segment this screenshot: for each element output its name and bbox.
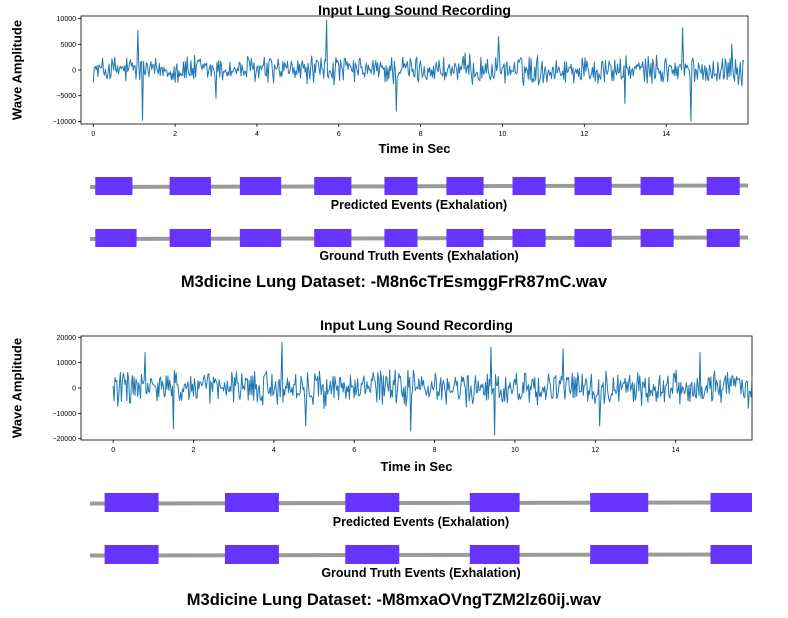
ground-truth-event-bar: [590, 545, 649, 564]
y-tick-label: 10000: [57, 360, 77, 367]
predicted-event-bar: [706, 177, 740, 195]
y-tick-label: −10000: [52, 411, 76, 418]
panel-2: Input Lung Sound Recording 0 2 4 6 8 10 12 14 −20…: [9, 317, 753, 609]
predicted-event-bar: [446, 177, 484, 195]
y-tick-label: −20000: [52, 436, 76, 443]
ground-truth-event-bar: [446, 229, 484, 247]
ground-truth-event-bar: [512, 229, 546, 247]
x-axis-label: Time in Sec: [380, 459, 452, 474]
y-tick-label: 20000: [57, 335, 77, 342]
waveform-line: [92, 19, 745, 122]
x-tick-label: 8: [433, 447, 437, 454]
ground-truth-label: Ground Truth Events (Exhalation): [321, 566, 520, 580]
plot-title: Input Lung Sound Recording: [318, 2, 511, 18]
ground-truth-event-bar: [95, 229, 137, 247]
x-tick-label: 4: [255, 131, 259, 138]
ground-truth-event-bar: [169, 229, 211, 247]
predicted-event-bar: [469, 493, 520, 512]
y-axis-label: Wave Amplitude: [9, 338, 24, 438]
ground-truth-event-bar: [345, 545, 400, 564]
x-tick-label: 2: [173, 131, 177, 138]
y-tick-label: 5000: [60, 42, 76, 49]
ground-truth-event-bar: [224, 545, 279, 564]
x-tick-label: 2: [192, 447, 196, 454]
x-tick-label: 4: [272, 447, 276, 454]
ground-truth-event-bar: [239, 229, 282, 247]
dataset-caption: M3dicine Lung Dataset: -M8mxaOVngTZM2lz6…: [187, 591, 602, 609]
plot-title: Input Lung Sound Recording: [320, 317, 513, 333]
predicted-event-bar: [512, 177, 546, 195]
x-tick-label: 6: [352, 447, 356, 454]
predicted-event-bar: [169, 177, 211, 195]
predicted-event-bar: [384, 177, 418, 195]
ground-truth-event-bar: [706, 229, 740, 247]
x-tick-label: 14: [662, 131, 670, 138]
ground-truth-event-bar: [104, 545, 159, 564]
ground-truth-event-bar: [469, 545, 520, 564]
ground-truth-event-bar: [640, 229, 674, 247]
predicted-track: [89, 500, 753, 506]
y-tick-label: 0: [72, 386, 76, 393]
x-tick-label: 12: [591, 447, 599, 454]
y-tick-label: −10000: [52, 119, 76, 126]
waveform-line: [112, 341, 753, 436]
y-tick-label: 10000: [57, 16, 77, 23]
y-axis-label: Wave Amplitude: [9, 20, 24, 120]
predicted-event-bar: [574, 177, 612, 195]
y-tick-label: 0: [72, 68, 76, 75]
y-tick-label: −5000: [56, 93, 76, 100]
predicted-label: Predicted Events (Exhalation): [331, 198, 507, 212]
ground-truth-event-bar: [314, 229, 352, 247]
x-tick-label: 12: [580, 131, 588, 138]
predicted-label: Predicted Events (Exhalation): [333, 515, 509, 529]
predicted-event-bar: [710, 493, 752, 512]
predicted-event-bar: [104, 493, 159, 512]
ground-truth-track: [89, 552, 753, 558]
x-tick-label: 0: [91, 131, 95, 138]
predicted-event-bar: [95, 177, 133, 195]
ground-truth-event-bar: [574, 229, 612, 247]
predicted-event-bar: [314, 177, 352, 195]
x-tick-label: 10: [511, 447, 519, 454]
x-axis-label: Time in Sec: [378, 141, 450, 156]
x-tick-label: 0: [111, 447, 115, 454]
predicted-event-bar: [640, 177, 674, 195]
x-tick-label: 10: [499, 131, 507, 138]
x-tick-label: 6: [337, 131, 341, 138]
predicted-event-bar: [239, 177, 282, 195]
predicted-event-bar: [590, 493, 649, 512]
predicted-event-bar: [345, 493, 400, 512]
ground-truth-label: Ground Truth Events (Exhalation): [319, 249, 518, 263]
x-tick-label: 14: [672, 447, 680, 454]
predicted-event-bar: [224, 493, 279, 512]
ground-truth-event-bar: [710, 545, 752, 564]
ground-truth-event-bar: [384, 229, 418, 247]
panel-1: Input Lung Sound Recording 0 2 4 6 8 10 12 14 −10…: [9, 2, 749, 291]
x-tick-label: 8: [419, 131, 423, 138]
dataset-caption: M3dicine Lung Dataset: -M8n6cTrEsmggFrR8…: [181, 273, 608, 291]
